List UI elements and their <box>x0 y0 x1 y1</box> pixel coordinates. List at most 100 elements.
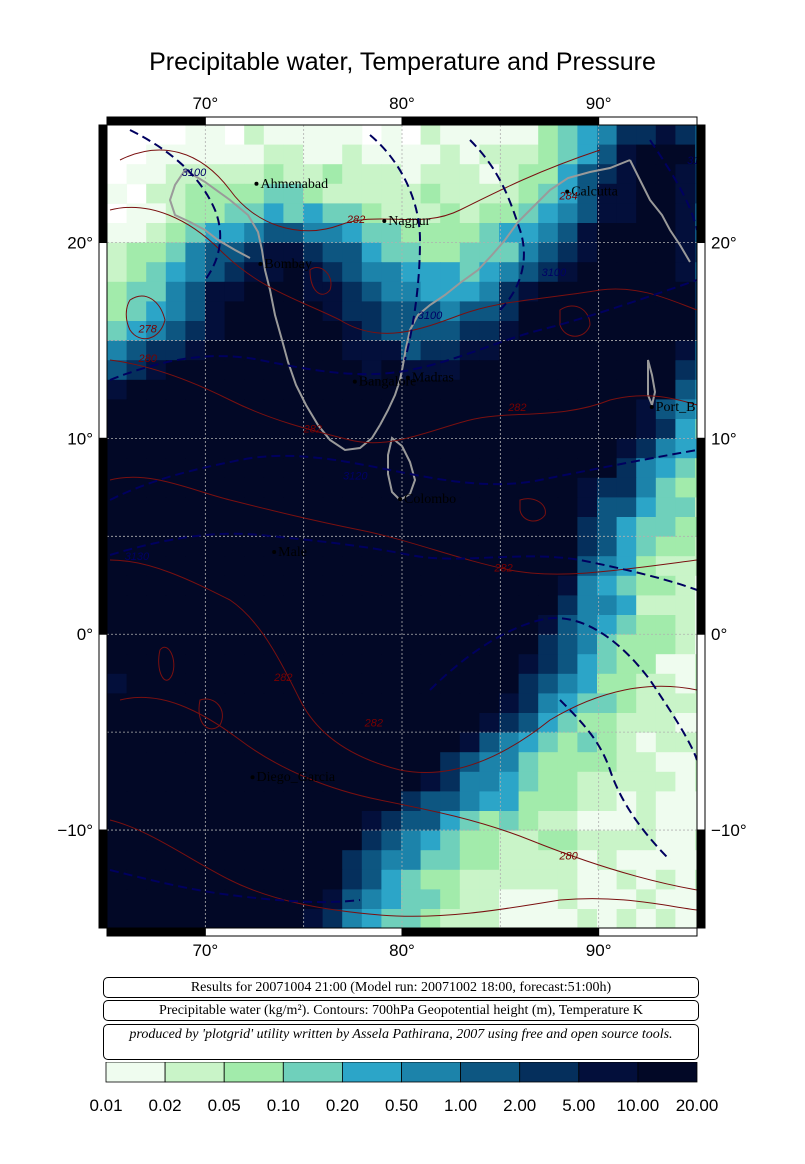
pw-cell <box>185 673 206 694</box>
pw-cell <box>597 517 618 538</box>
pw-cell <box>440 438 461 459</box>
pw-cell <box>107 634 128 655</box>
pw-cell <box>126 340 147 361</box>
pw-cell <box>146 634 167 655</box>
pw-cell <box>557 615 578 636</box>
pw-cell <box>165 830 186 851</box>
pw-cell <box>244 438 265 459</box>
pw-cell <box>557 673 578 694</box>
pw-cell <box>577 830 598 851</box>
temperature-contour <box>109 206 697 334</box>
pw-cell <box>205 536 226 557</box>
pw-cell <box>538 771 559 792</box>
city-label: Bangalore <box>359 375 417 390</box>
temperature-label: 280 <box>558 850 578 862</box>
pw-cell <box>381 654 402 675</box>
pw-cell <box>577 497 598 518</box>
colorbar-label: 0.01 <box>89 1096 123 1115</box>
pw-cell <box>459 693 480 714</box>
pw-cell <box>126 458 147 479</box>
pw-cell <box>401 164 422 185</box>
pw-cell <box>577 752 598 773</box>
pw-cell <box>675 203 696 224</box>
gujarat-coast <box>168 169 251 259</box>
pw-cell <box>303 830 324 851</box>
pw-cell <box>401 830 422 851</box>
pw-cell <box>126 732 147 753</box>
city-marker <box>250 775 255 780</box>
pw-cell <box>695 125 697 146</box>
pw-cell <box>283 850 304 871</box>
pw-cell <box>655 301 676 322</box>
pw-cell <box>361 223 382 244</box>
pw-cell <box>459 458 480 479</box>
pw-cell <box>342 477 363 498</box>
pw-cell <box>675 164 696 185</box>
pw-cell <box>361 575 382 596</box>
pw-cell <box>616 477 637 498</box>
colorbar <box>105 1062 698 1083</box>
pw-cell <box>636 281 657 302</box>
pw-cell <box>499 752 520 773</box>
pw-cell <box>695 301 697 322</box>
pw-cell <box>695 909 697 928</box>
pw-cell <box>205 771 226 792</box>
pw-cell <box>675 595 696 616</box>
pw-cell <box>244 615 265 636</box>
pw-cell <box>499 909 520 928</box>
frame-bar-top <box>598 116 698 126</box>
pw-cell <box>224 575 245 596</box>
pw-cell <box>185 771 206 792</box>
pw-cell <box>675 340 696 361</box>
pw-cell <box>577 732 598 753</box>
pw-cell <box>557 556 578 577</box>
pw-cell <box>577 693 598 714</box>
pw-cell <box>342 301 363 322</box>
pw-cell <box>244 458 265 479</box>
pw-cell <box>165 595 186 616</box>
pw-cell <box>244 909 265 928</box>
geopotential-contour <box>129 129 222 281</box>
pw-cell <box>107 791 128 812</box>
pw-cell <box>381 634 402 655</box>
pw-cell <box>205 301 226 322</box>
pw-cell <box>401 360 422 381</box>
pw-cell <box>146 321 167 342</box>
pw-cell <box>165 223 186 244</box>
pw-cell <box>342 223 363 244</box>
pw-cell <box>263 125 284 146</box>
pw-cell <box>322 517 343 538</box>
pw-cell <box>381 183 402 204</box>
pw-cell <box>146 752 167 773</box>
right-tick-label: 0° <box>711 625 727 644</box>
pw-cell <box>577 536 598 557</box>
pw-cell <box>538 673 559 694</box>
colorbar-label: 2.00 <box>503 1096 537 1115</box>
pw-cell <box>322 634 343 655</box>
pw-cell <box>577 811 598 832</box>
pw-cell <box>577 654 598 675</box>
pw-cell <box>244 144 265 165</box>
frame-bar-bottom <box>598 927 698 937</box>
pw-cell <box>185 144 206 165</box>
pw-cell <box>303 615 324 636</box>
pw-cell <box>303 556 324 577</box>
pw-cell <box>557 203 578 224</box>
pw-cell <box>342 419 363 440</box>
pw-cell <box>283 615 304 636</box>
pw-cell <box>538 399 559 420</box>
pw-cell <box>283 517 304 538</box>
pw-cell <box>675 909 696 928</box>
pw-cell <box>303 811 324 832</box>
pw-cell <box>577 517 598 538</box>
pw-cell <box>126 791 147 812</box>
pw-cell <box>616 713 637 734</box>
pw-cell <box>557 360 578 381</box>
pw-cell <box>597 771 618 792</box>
pw-cell <box>185 360 206 381</box>
pw-cell <box>283 379 304 400</box>
pw-cell <box>185 477 206 498</box>
pw-cell <box>518 379 539 400</box>
pw-cell <box>205 360 226 381</box>
city-marker <box>258 262 263 267</box>
